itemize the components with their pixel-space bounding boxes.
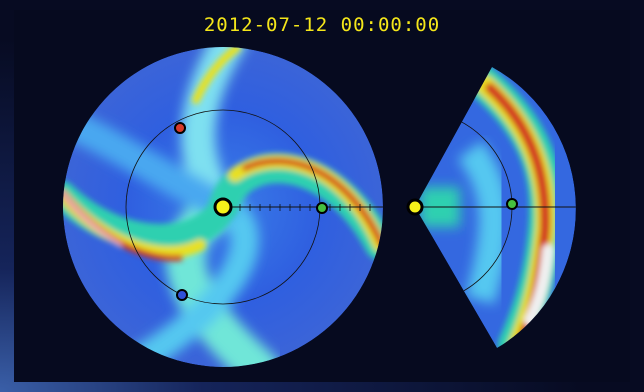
timestamp: 2012-07-12 00:00:00 (204, 14, 440, 36)
meridional-plot (415, 67, 576, 348)
distance-ticks (239, 204, 371, 211)
stereo-a (174, 122, 186, 134)
earth (316, 202, 328, 214)
wedge-earth (506, 198, 518, 210)
wedge-sun (406, 198, 424, 216)
cme-front (63, 47, 383, 262)
sun (213, 197, 233, 217)
wedge-cme (463, 67, 564, 348)
stereo-b (176, 289, 188, 301)
